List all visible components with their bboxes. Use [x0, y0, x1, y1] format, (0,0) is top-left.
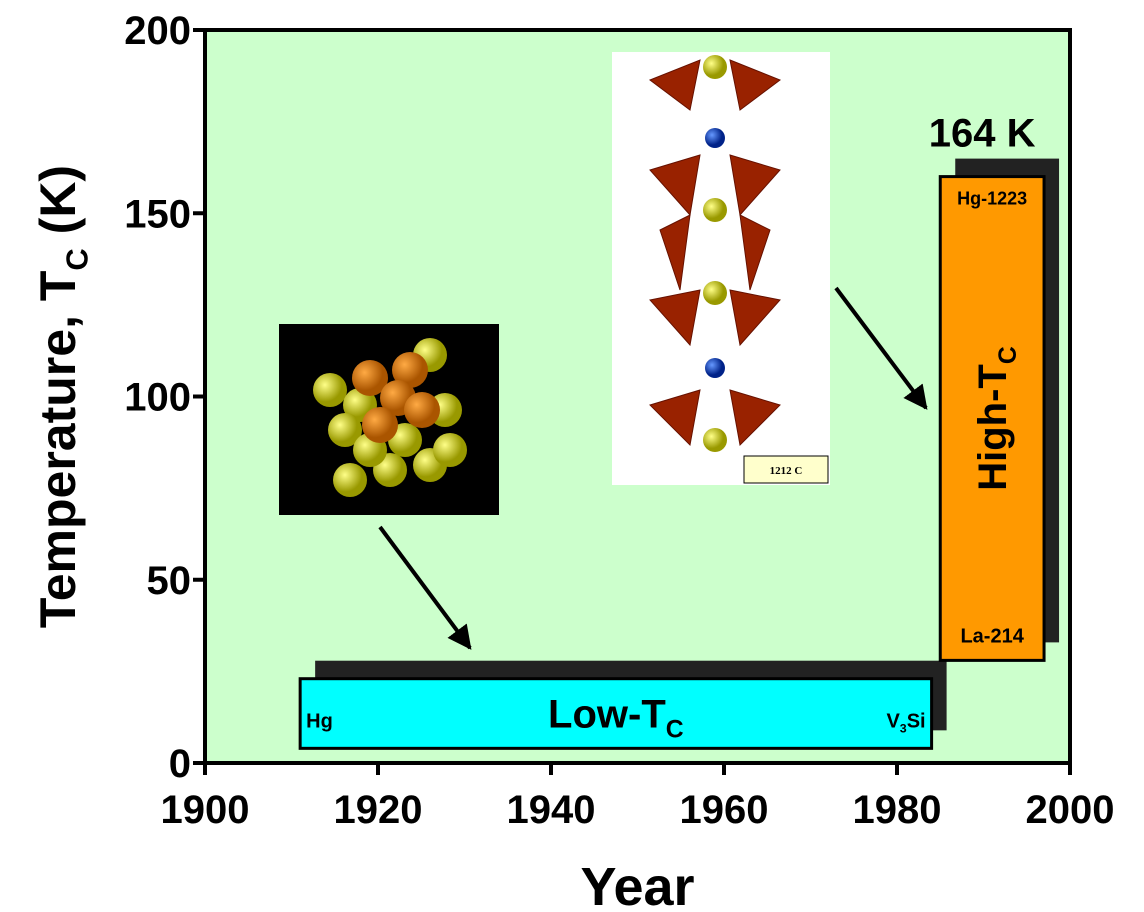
page: {"chart_data": { "type": "range-bar", "x…	[0, 0, 1144, 912]
y-tick-label: 150	[124, 192, 191, 236]
start-label: Hg	[306, 711, 333, 733]
text-part: High-T	[971, 364, 1015, 491]
y-tick-label: 200	[124, 9, 191, 53]
x-tick-label: 1920	[334, 788, 423, 832]
text-part: Hg	[306, 711, 333, 733]
x-axis-title: Year	[580, 857, 694, 912]
inset-structure: 1212 C	[612, 52, 830, 485]
start-label: La-214	[960, 625, 1024, 647]
y-tick-label: 0	[169, 742, 191, 786]
x-tick-label: 1900	[161, 788, 250, 832]
text-part: Low-T	[548, 693, 666, 737]
annotation: 164 K	[929, 112, 1036, 156]
y-tick-label: 100	[124, 376, 191, 420]
bar-label: Low-TC	[548, 693, 684, 744]
x-tick-label: 1980	[853, 788, 942, 832]
text-part: (K)	[30, 165, 86, 248]
bar-label: High-TC	[971, 346, 1022, 491]
y-axis-title: Temperature, TC (K)	[30, 165, 95, 628]
y-tick-label: 50	[147, 559, 192, 603]
subscript: C	[995, 346, 1022, 364]
x-tick-label: 2000	[1026, 788, 1115, 832]
x-tick-label: 1940	[507, 788, 596, 832]
text-part: Hg-1223	[957, 189, 1027, 209]
inset-label: 1212 C	[770, 465, 803, 477]
subscript: C	[60, 248, 95, 270]
inset-crystal	[279, 324, 499, 515]
text-part: Temperature, T	[30, 271, 86, 629]
end-label: Hg-1223	[957, 189, 1027, 209]
text-part: Si	[907, 711, 926, 733]
text-part: La-214	[960, 625, 1024, 647]
x-tick-label: 1960	[680, 788, 769, 832]
end-label: V3Si	[886, 711, 925, 736]
subscript: C	[666, 717, 684, 744]
chart: Low-TCHgV3SiHigh-TCLa-214Hg-1223164 K 12…	[0, 0, 1144, 912]
text-part: V	[886, 711, 900, 733]
